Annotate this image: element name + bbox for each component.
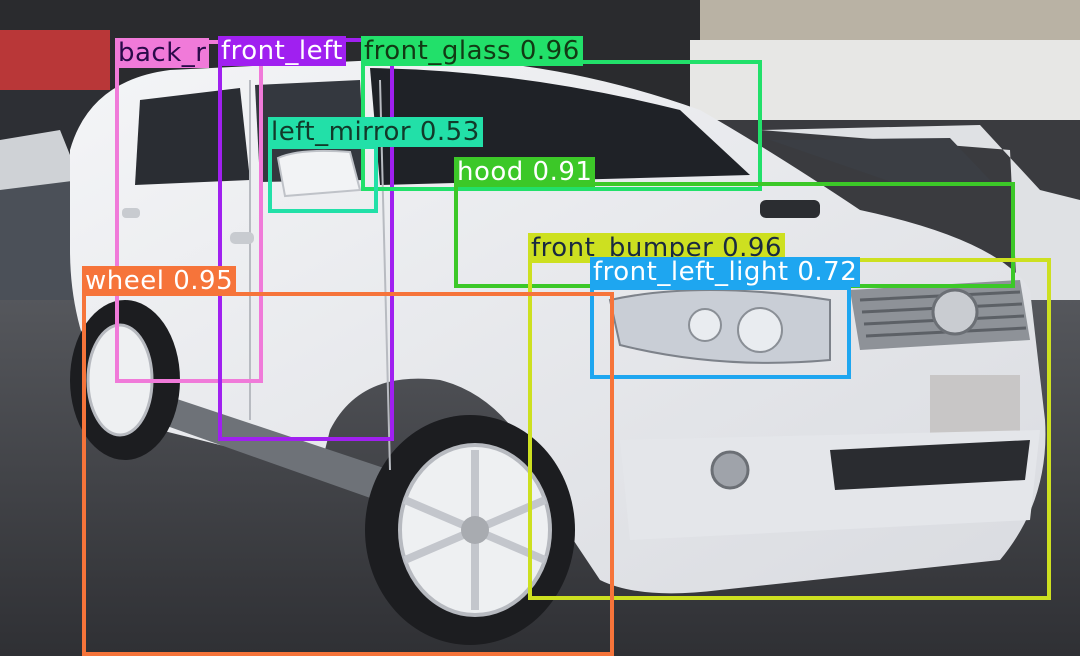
bbox-label-hood: hood 0.91 — [454, 157, 596, 187]
bbox-label-front-glass: front_glass 0.96 — [361, 36, 583, 66]
bbox-label-back-right-door: back_r — [115, 38, 210, 68]
bbox-label-left-mirror: left_mirror 0.53 — [268, 117, 483, 147]
bbox-front-left-light — [590, 286, 851, 379]
bbox-left-mirror — [268, 145, 378, 213]
bbox-label-front-left-light: front_left_light 0.72 — [590, 257, 861, 287]
bbox-label-front-left-door: front_left — [218, 36, 346, 66]
bbox-label-wheel: wheel 0.95 — [82, 266, 237, 296]
bbox-wheel — [82, 292, 614, 656]
